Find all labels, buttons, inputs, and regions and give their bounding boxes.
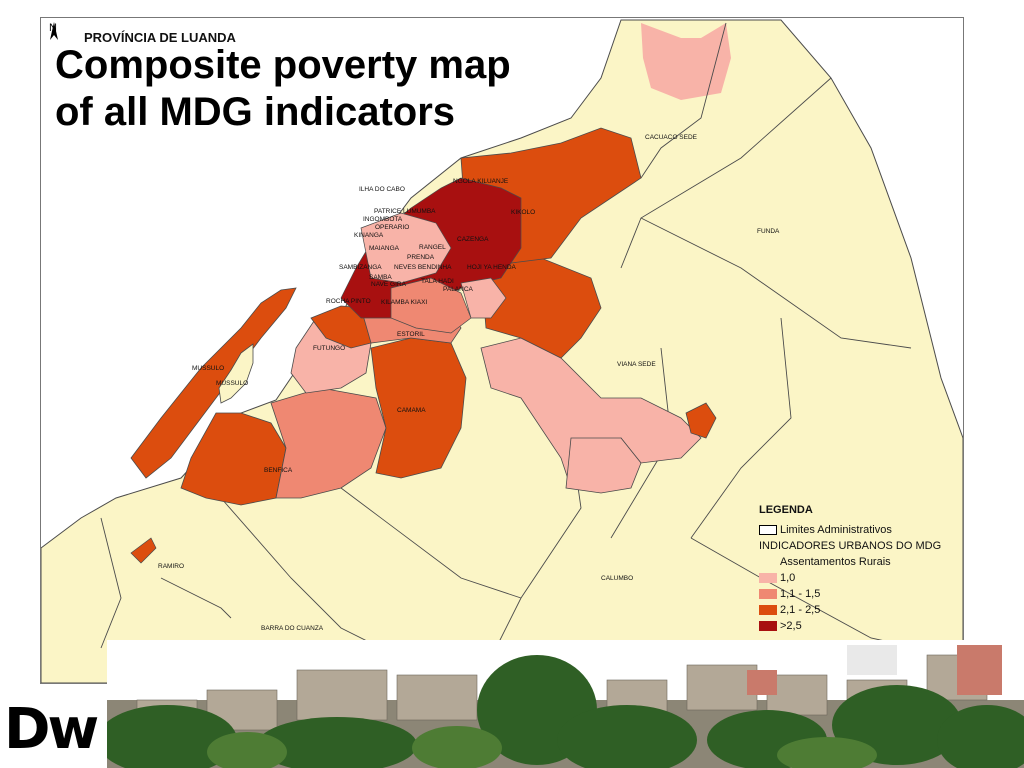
north-arrow: N (49, 22, 58, 40)
logo: Dw (4, 697, 99, 762)
label-rangel: RANGEL (419, 244, 446, 251)
label-kilamba-kiaxi: KILAMBA KIAXI (381, 299, 427, 306)
label-estoril: ESTORIL (397, 331, 425, 338)
label-ilha-do-cabo: ILHA DO CABO (359, 186, 405, 193)
legend-row: 1,1 - 1,5 (759, 586, 959, 602)
legend-label: >2,5 (780, 620, 802, 632)
legend-row-admin-limits: Limites Administrativos (759, 522, 959, 538)
ramiro-patch (130, 537, 157, 564)
region-palanca (460, 277, 507, 319)
legend-swatch (759, 557, 777, 567)
label-kikolo: KIKOLO (511, 209, 535, 216)
mussulo-peninsula (130, 287, 297, 479)
label-ingombota: INGOMBOTA (363, 216, 403, 223)
north-arrow-icon (50, 22, 58, 40)
label-ramiro: RAMIRO (158, 563, 184, 570)
mussulo-island (218, 343, 254, 404)
region-viana-light (480, 337, 702, 489)
label-rocha-pinto: ROCHA PINTO (326, 298, 371, 305)
neighborhood-photo-graphic (107, 640, 1024, 768)
legend-label: 1,0 (780, 572, 796, 584)
label-cazenga: CAZENGA (457, 236, 489, 243)
region-cacuaco-north (641, 23, 731, 100)
slide-title-line-1: Composite poverty map (55, 43, 511, 87)
legend-subtitle: INDICADORES URBANOS DO MDG (759, 540, 942, 552)
region-urban-core-light (360, 212, 452, 284)
region-viana-red (480, 257, 602, 359)
legend-row: 1,0 (759, 570, 959, 586)
legend-label: 1,1 - 1,5 (780, 588, 821, 600)
label-mussulo-1: MUSSULO (192, 365, 224, 372)
label-cacuaco-sede: CACUACO SEDE (645, 134, 698, 141)
label-barra-do-cuanza: BARRA DO CUANZA (261, 625, 324, 632)
label-ngola-kiluanje: NGOLA KILUANJE (453, 178, 509, 185)
label-prenda: PRENDA (407, 254, 435, 261)
map-title: PROVÍNCIA DE LUANDA (84, 30, 236, 45)
region-urban-core-mid (390, 277, 472, 334)
neighborhood-photo (107, 640, 1024, 768)
region-viana-patch (685, 402, 717, 439)
legend-row: Assentamentos Rurais (759, 554, 959, 570)
legend-swatch (759, 589, 777, 599)
region-benfica-pink (270, 387, 387, 499)
label-calumbo: CALUMBO (601, 575, 633, 582)
map-legend: LEGENDA Limites Administrativos INDICADO… (759, 504, 959, 634)
luanda-province-map: CACUACO SEDE FUNDA NGOLA KILUANJE ILHA D… (41, 19, 963, 683)
label-benfica: BENFICA (264, 467, 293, 474)
legend-swatch (759, 573, 777, 583)
label-camama: CAMAMA (397, 407, 426, 414)
label-tala-hadi: TALA HADI (421, 278, 454, 285)
label-neves-bendinha: NEVES BENDINHA (394, 264, 452, 271)
legend-row: >2,5 (759, 618, 959, 634)
legend-swatch (759, 621, 777, 631)
label-sambizanga: SAMBIZANGA (339, 264, 382, 271)
region-benfica-red (180, 412, 287, 506)
label-palanca: PALANCA (443, 286, 474, 293)
label-viana-sede: VIANA SEDE (617, 361, 656, 368)
legend-row: 2,1 - 2,5 (759, 602, 959, 618)
label-samba: SAMBA (369, 274, 392, 281)
legend-swatch (759, 605, 777, 615)
label-mussulo-2: MUSSULO (216, 380, 248, 387)
region-calumbo-light (565, 437, 642, 494)
label-nave-gira: NAVE GIRA (371, 281, 407, 288)
place-labels: CACUACO SEDE FUNDA NGOLA KILUANJE ILHA D… (158, 134, 780, 632)
label-kinanga: KINANGA (354, 232, 384, 239)
legend-label: Assentamentos Rurais (780, 556, 891, 568)
legend-label-admin-limits: Limites Administrativos (780, 524, 892, 536)
label-operario: OPERARIO (375, 224, 409, 231)
legend-swatch-admin-limits (759, 525, 777, 535)
legend-label: 2,1 - 2,5 (780, 604, 821, 616)
label-patrice-lumumba: PATRICE LUMUMBA (374, 208, 436, 215)
label-funda: FUNDA (757, 228, 780, 235)
map-frame: CACUACO SEDE FUNDA NGOLA KILUANJE ILHA D… (40, 17, 964, 684)
label-futungo: FUTUNGO (313, 345, 345, 352)
label-hoji-ya-henda: HOJI YA HENDA (467, 264, 517, 271)
slide-title-line-2: of all MDG indicators (55, 90, 456, 134)
slide-title: Composite poverty map of all MDG indicat… (55, 42, 511, 136)
legend-title: LEGENDA (759, 504, 813, 516)
label-maianga: MAIANGA (369, 245, 400, 252)
